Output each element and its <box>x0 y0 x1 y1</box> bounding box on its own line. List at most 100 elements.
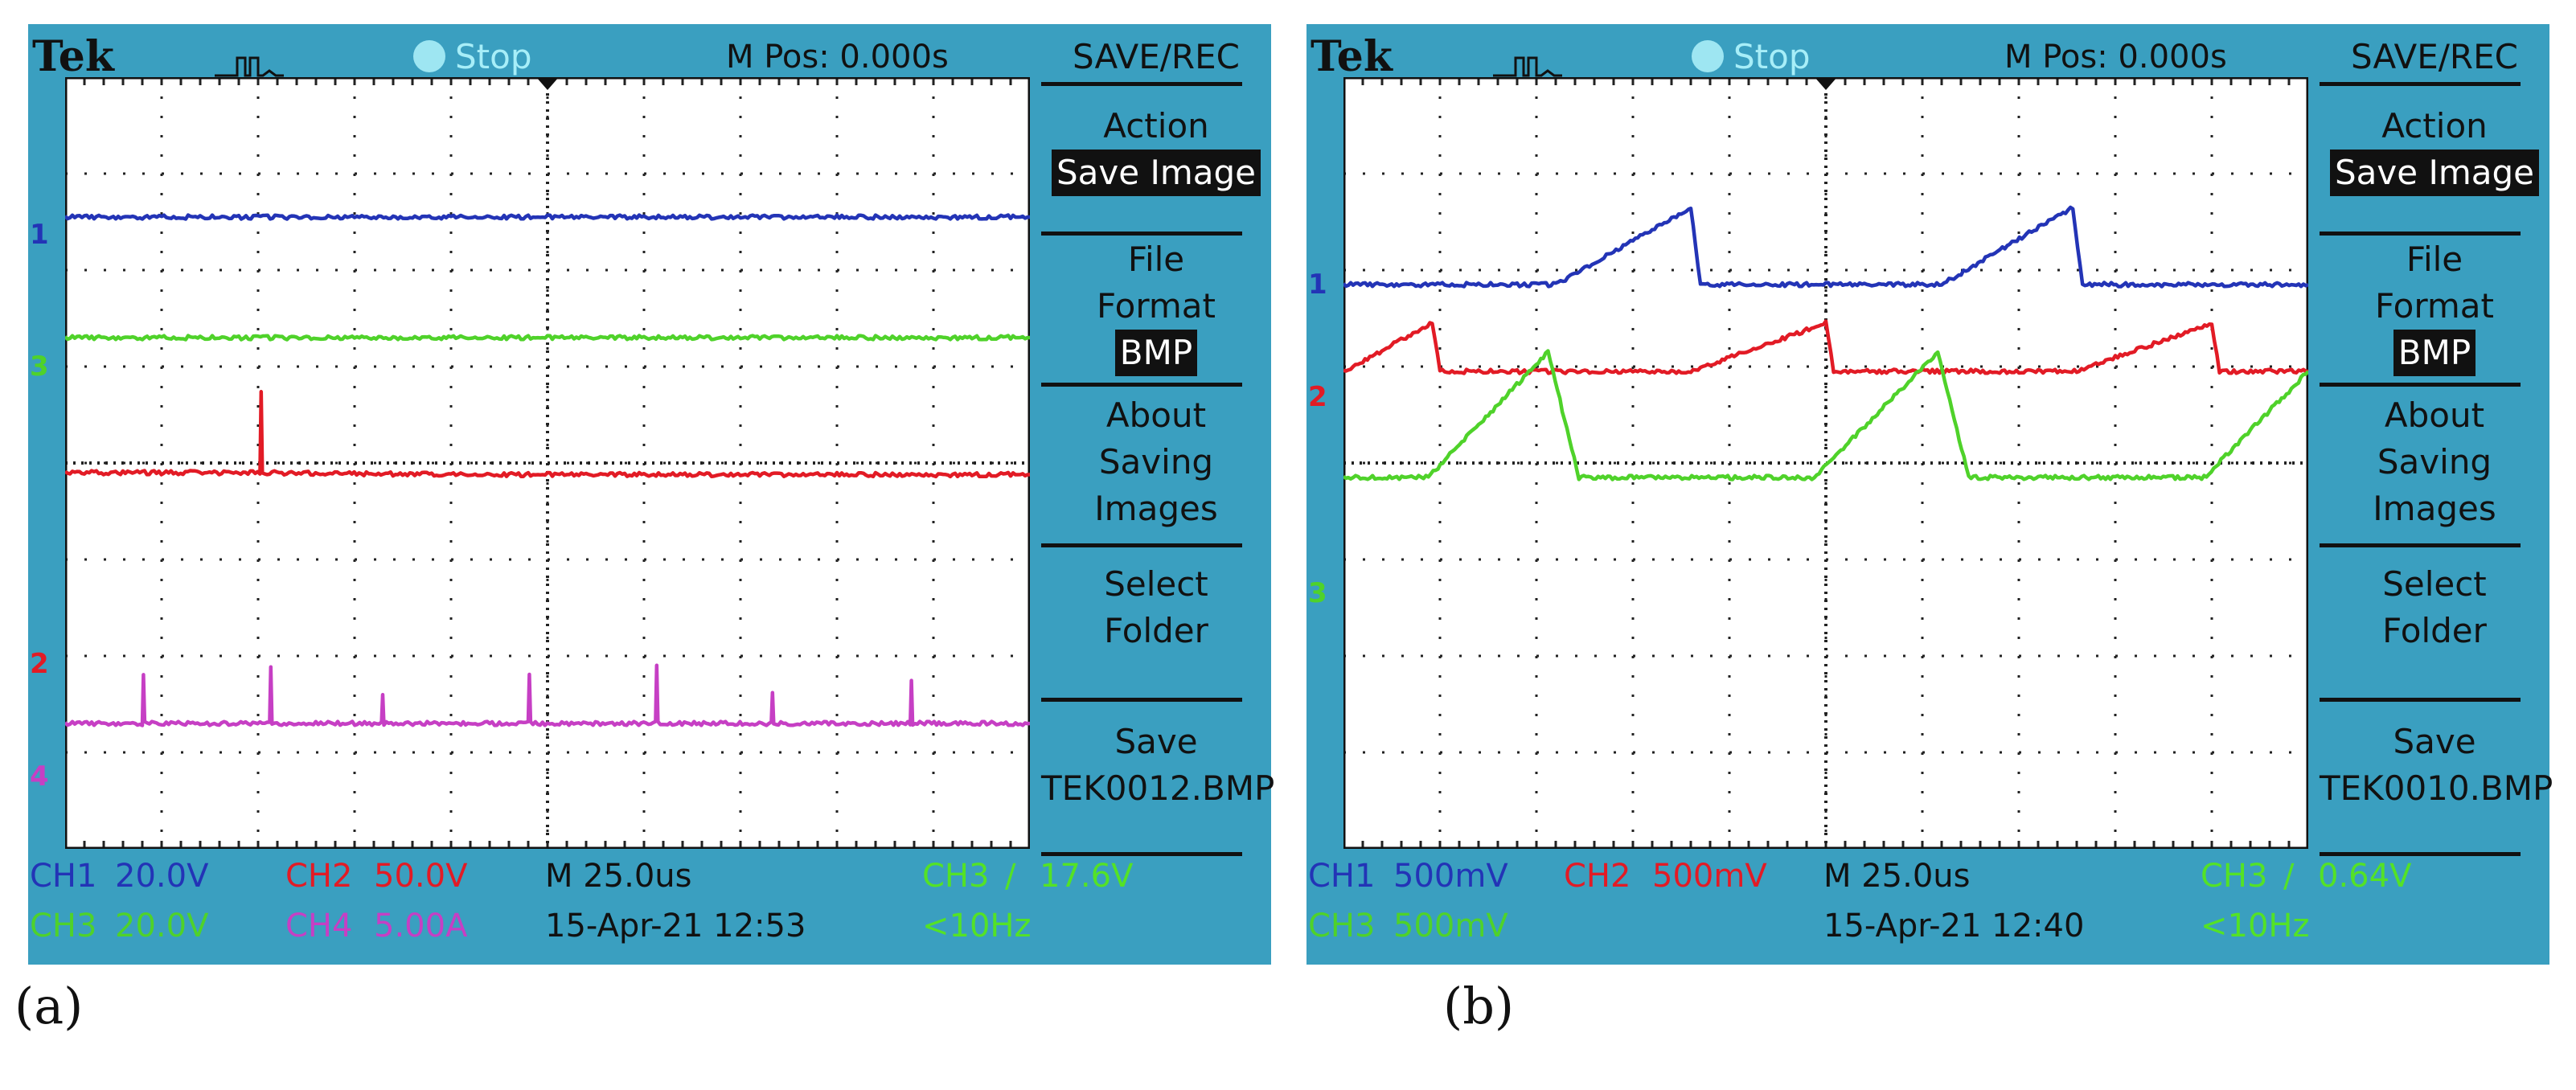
trigger-source: CH3 <box>2201 858 2268 895</box>
menu-divider <box>1041 383 1242 387</box>
ch2-marker: 2 <box>30 648 49 680</box>
menu-file-format-value-text: BMP <box>1114 330 1198 376</box>
ch3-label: CH3 <box>30 908 97 945</box>
menu-action-value[interactable]: Save Image <box>2320 150 2549 196</box>
menu-divider <box>2320 698 2521 702</box>
ch2-scale: 50.0V <box>374 858 468 895</box>
menu-about-1[interactable]: About <box>2384 395 2485 435</box>
ch4-scale: 5.00A <box>374 908 468 945</box>
trigger-frequency: <10Hz <box>922 908 1032 945</box>
ch4-marker: 4 <box>30 760 49 793</box>
menu-action-label[interactable]: Action <box>2381 106 2488 145</box>
menu-divider <box>1041 82 1242 86</box>
menu-file-label-2[interactable]: Format <box>2374 286 2494 326</box>
ch1-scale: 20.0V <box>115 858 209 895</box>
timebase: M 25.0us <box>545 858 692 895</box>
side-menu: SAVE/REC Action Save Image File Format B… <box>2320 24 2553 856</box>
menu-divider <box>1041 698 1242 702</box>
acquisition-pulse-icon <box>215 56 284 77</box>
menu-about-2[interactable]: Saving <box>2377 442 2492 481</box>
menu-file-format-value-text: BMP <box>2393 330 2476 376</box>
trace-ch4 <box>65 663 1030 727</box>
trigger-level: 0.64V <box>2318 858 2412 895</box>
horizontal-position: M Pos: 0.000s <box>726 39 949 76</box>
panel-label-a: (a) <box>14 977 84 1035</box>
menu-about-2[interactable]: Saving <box>1098 442 1214 481</box>
trigger-slope-icon: ∕ <box>1005 858 1016 895</box>
menu-divider <box>1041 232 1242 236</box>
menu-about-3[interactable]: Images <box>2373 489 2496 528</box>
ch1-label: CH1 <box>30 858 97 895</box>
side-menu: SAVE/REC Action Save Image File Format B… <box>1041 24 1275 856</box>
ch2-scale: 500mV <box>1652 858 1767 895</box>
menu-title: SAVE/REC <box>1073 37 1240 76</box>
menu-divider <box>2320 543 2521 547</box>
oscilloscope-screen-a: Tek Stop M Pos: 0.000s SAVE/REC Action S… <box>28 24 1275 965</box>
waveform-display <box>65 77 1030 849</box>
menu-file-label-2[interactable]: Format <box>1096 286 1216 326</box>
menu-select-2[interactable]: Folder <box>2382 611 2487 650</box>
trace-ch3 <box>1343 349 2308 481</box>
run-status-icon <box>413 40 445 72</box>
menu-action-value-text: Save Image <box>2330 150 2539 196</box>
horizontal-position: M Pos: 0.000s <box>2004 39 2227 76</box>
trigger-position-icon <box>1815 77 1837 90</box>
menu-select-2[interactable]: Folder <box>1104 611 1208 650</box>
ch2-label: CH2 <box>1564 858 1631 895</box>
ch1-marker: 1 <box>30 219 49 251</box>
oscilloscope-screen-b: Tek Stop M Pos: 0.000s SAVE/REC Action S… <box>1306 24 2553 965</box>
brand-logo: Tek <box>32 32 114 81</box>
ch2-marker: 2 <box>1308 381 1327 413</box>
menu-save-2[interactable]: TEK0010.BMP <box>2320 768 2553 808</box>
menu-about-1[interactable]: About <box>1105 395 1207 435</box>
trace-ch2 <box>1343 319 2308 375</box>
brand-logo: Tek <box>1311 32 1393 81</box>
menu-select-1[interactable]: Select <box>1104 564 1208 604</box>
trigger-level: 17.6V <box>1040 858 1134 895</box>
panel-label-b: (b) <box>1443 977 1515 1035</box>
menu-action-label[interactable]: Action <box>1103 106 1209 145</box>
menu-divider <box>2320 852 2521 856</box>
ch1-marker: 1 <box>1308 268 1327 301</box>
trace-ch1 <box>1343 205 2308 289</box>
ch3-label: CH3 <box>1308 908 1376 945</box>
ch3-marker: 3 <box>1308 577 1327 609</box>
trigger-position-icon <box>536 77 559 90</box>
ch1-scale: 500mV <box>1393 858 1508 895</box>
menu-save-2[interactable]: TEK0012.BMP <box>1041 768 1275 808</box>
acquisition-pulse-icon <box>1493 56 1562 77</box>
menu-file-format-value[interactable]: BMP <box>1041 330 1271 376</box>
ch1-label: CH1 <box>1308 858 1376 895</box>
menu-about-3[interactable]: Images <box>1094 489 1218 528</box>
menu-divider <box>1041 543 1242 547</box>
trigger-source: CH3 <box>922 858 990 895</box>
menu-select-1[interactable]: Select <box>2382 564 2487 604</box>
menu-action-value-text: Save Image <box>1052 150 1261 196</box>
menu-divider <box>2320 383 2521 387</box>
menu-divider <box>1041 852 1242 856</box>
ch2-label: CH2 <box>285 858 353 895</box>
waveform-display <box>1343 77 2308 849</box>
trigger-slope-icon: ∕ <box>2283 858 2295 895</box>
menu-file-format-value[interactable]: BMP <box>2320 330 2549 376</box>
ch3-scale: 20.0V <box>115 908 209 945</box>
menu-file-label-1[interactable]: File <box>2406 240 2463 279</box>
menu-divider <box>2320 232 2521 236</box>
date-time: 15-Apr-21 12:53 <box>545 908 806 945</box>
trace-ch3 <box>65 334 1030 342</box>
timebase: M 25.0us <box>1823 858 1971 895</box>
ch4-label: CH4 <box>285 908 353 945</box>
run-status: Stop <box>455 37 532 76</box>
menu-save-1[interactable]: Save <box>1114 722 1198 761</box>
trace-ch1 <box>65 213 1030 221</box>
run-status-icon <box>1692 40 1724 72</box>
menu-action-value[interactable]: Save Image <box>1041 150 1271 196</box>
date-time: 15-Apr-21 12:40 <box>1823 908 2085 945</box>
menu-save-1[interactable]: Save <box>2393 722 2476 761</box>
menu-title: SAVE/REC <box>2351 37 2518 76</box>
run-status: Stop <box>1733 37 1811 76</box>
ch3-marker: 3 <box>30 350 49 383</box>
menu-file-label-1[interactable]: File <box>1127 240 1185 279</box>
trigger-frequency: <10Hz <box>2201 908 2310 945</box>
menu-divider <box>2320 82 2521 86</box>
